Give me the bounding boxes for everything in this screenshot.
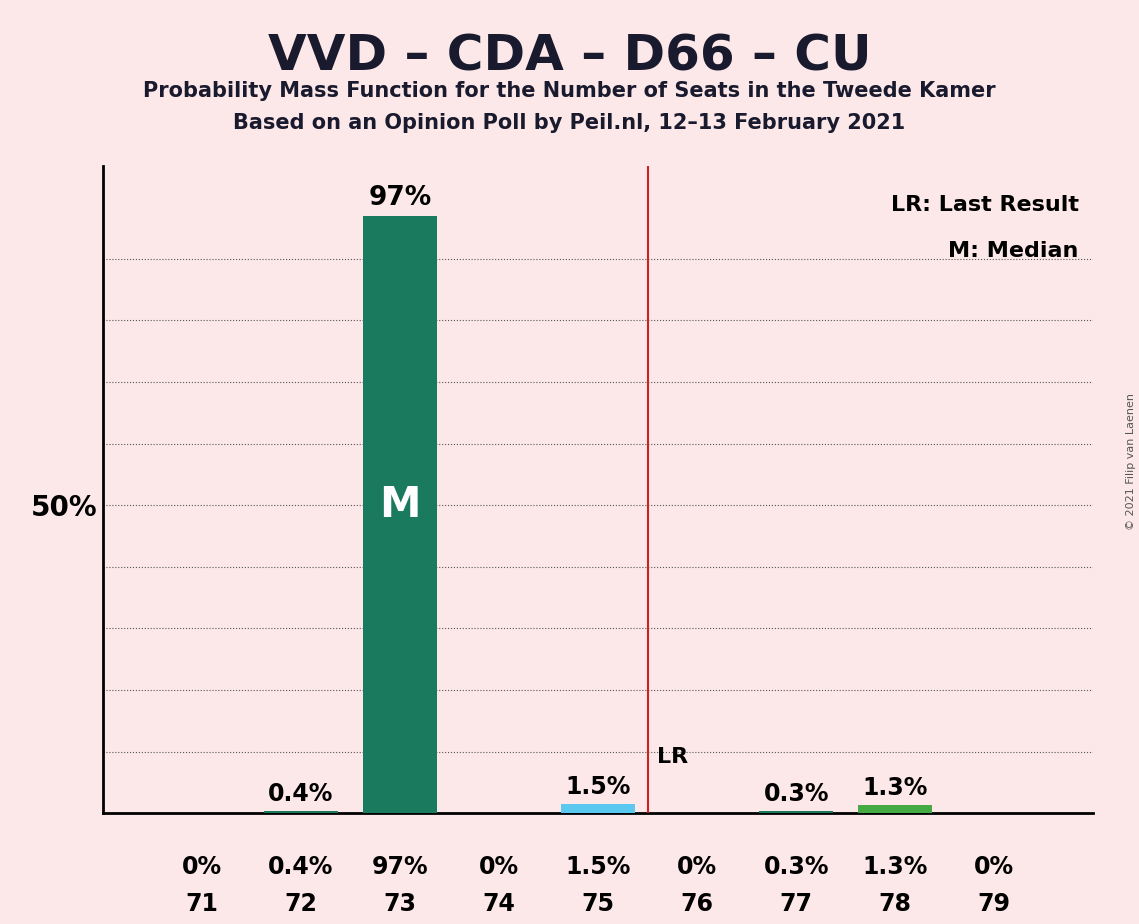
Text: 1.5%: 1.5% [565, 775, 631, 799]
Text: 74: 74 [483, 892, 515, 916]
Bar [560, 804, 636, 813]
Text: 0%: 0% [677, 855, 718, 879]
Text: Based on an Opinion Poll by Peil.nl, 12–13 February 2021: Based on an Opinion Poll by Peil.nl, 12–… [233, 113, 906, 133]
Text: 72: 72 [285, 892, 317, 916]
Text: 79: 79 [978, 892, 1010, 916]
Bar [362, 215, 437, 813]
Text: 97%: 97% [368, 185, 432, 211]
Text: Probability Mass Function for the Number of Seats in the Tweede Kamer: Probability Mass Function for the Number… [144, 81, 995, 102]
Text: LR: LR [657, 747, 689, 767]
Text: 0.3%: 0.3% [763, 783, 829, 807]
Text: LR: Last Result: LR: Last Result [891, 196, 1079, 215]
Text: 73: 73 [384, 892, 416, 916]
Text: 1.3%: 1.3% [862, 855, 928, 879]
Text: VVD – CDA – D66 – CU: VVD – CDA – D66 – CU [268, 32, 871, 80]
Text: 0%: 0% [181, 855, 222, 879]
Text: 97%: 97% [371, 855, 428, 879]
Bar [263, 810, 338, 813]
Text: © 2021 Filip van Laenen: © 2021 Filip van Laenen [1126, 394, 1136, 530]
Text: 0%: 0% [974, 855, 1015, 879]
Text: 1.5%: 1.5% [565, 855, 631, 879]
Text: 0.4%: 0.4% [268, 855, 334, 879]
Text: 0%: 0% [478, 855, 519, 879]
Text: 1.3%: 1.3% [862, 776, 928, 800]
Text: M: Median: M: Median [948, 240, 1079, 261]
Text: 71: 71 [186, 892, 218, 916]
Text: 0.3%: 0.3% [763, 855, 829, 879]
Text: 78: 78 [879, 892, 911, 916]
Text: 75: 75 [582, 892, 614, 916]
Bar [759, 811, 834, 813]
Text: 77: 77 [780, 892, 812, 916]
Text: 0.4%: 0.4% [268, 782, 334, 806]
Text: M: M [379, 484, 420, 526]
Text: 76: 76 [681, 892, 713, 916]
Bar [858, 805, 933, 813]
